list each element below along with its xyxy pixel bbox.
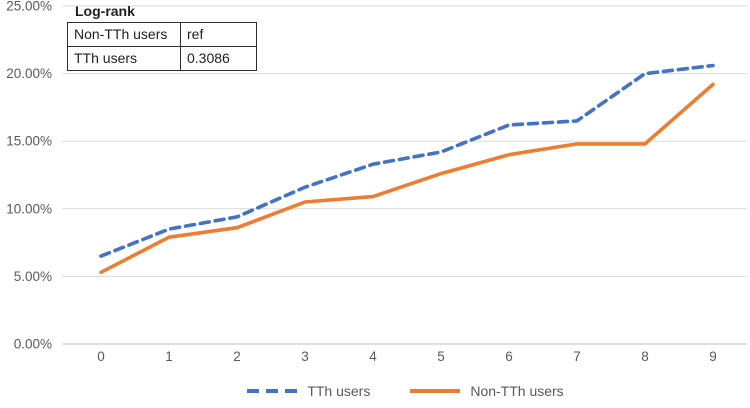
legend-item-tth-users: TTh users bbox=[245, 383, 370, 399]
legend-label: Non-TTh users bbox=[470, 383, 564, 399]
chart-legend: TTh users Non-TTh users bbox=[62, 379, 747, 403]
x-tick-label: 9 bbox=[709, 349, 717, 364]
y-tick-label: 10.00% bbox=[6, 201, 52, 216]
y-tick-label: 0.00% bbox=[14, 337, 52, 352]
x-tick-label: 5 bbox=[437, 349, 445, 364]
logrank-row-label: TTh users bbox=[67, 46, 181, 71]
x-tick-label: 8 bbox=[641, 349, 649, 364]
table-row: Non-TTh users ref bbox=[67, 22, 257, 47]
logrank-table: Non-TTh users ref TTh users 0.3086 bbox=[67, 22, 257, 71]
y-tick-label: 5.00% bbox=[14, 269, 52, 284]
logrank-row-value: 0.3086 bbox=[180, 46, 257, 71]
x-tick-label: 2 bbox=[233, 349, 241, 364]
x-tick-label: 4 bbox=[369, 349, 377, 364]
y-tick-label: 15.00% bbox=[6, 134, 52, 149]
solid-line-sample-icon bbox=[410, 389, 461, 393]
x-tick-label: 7 bbox=[573, 349, 581, 364]
logrank-title: Log-rank bbox=[75, 3, 135, 19]
logrank-row-value: ref bbox=[180, 22, 257, 47]
x-tick-label: 6 bbox=[505, 349, 513, 364]
y-tick-label: 25.00% bbox=[6, 0, 52, 14]
x-tick-label: 1 bbox=[165, 349, 173, 364]
dashed-line-sample-icon bbox=[247, 389, 298, 393]
logrank-annotation: Log-rank Non-TTh users ref TTh users 0.3… bbox=[67, 3, 257, 71]
series-line-non-tth-users bbox=[99, 82, 715, 275]
table-row: TTh users 0.3086 bbox=[67, 46, 257, 71]
legend-label: TTh users bbox=[307, 383, 371, 399]
x-tick-label: 3 bbox=[301, 349, 309, 364]
legend-item-non-tth-users: Non-TTh users bbox=[408, 383, 564, 399]
series-line-tth-users bbox=[99, 63, 715, 258]
y-tick-label: 20.00% bbox=[6, 66, 52, 81]
x-tick-label: 0 bbox=[97, 349, 105, 364]
logrank-row-label: Non-TTh users bbox=[67, 22, 181, 47]
